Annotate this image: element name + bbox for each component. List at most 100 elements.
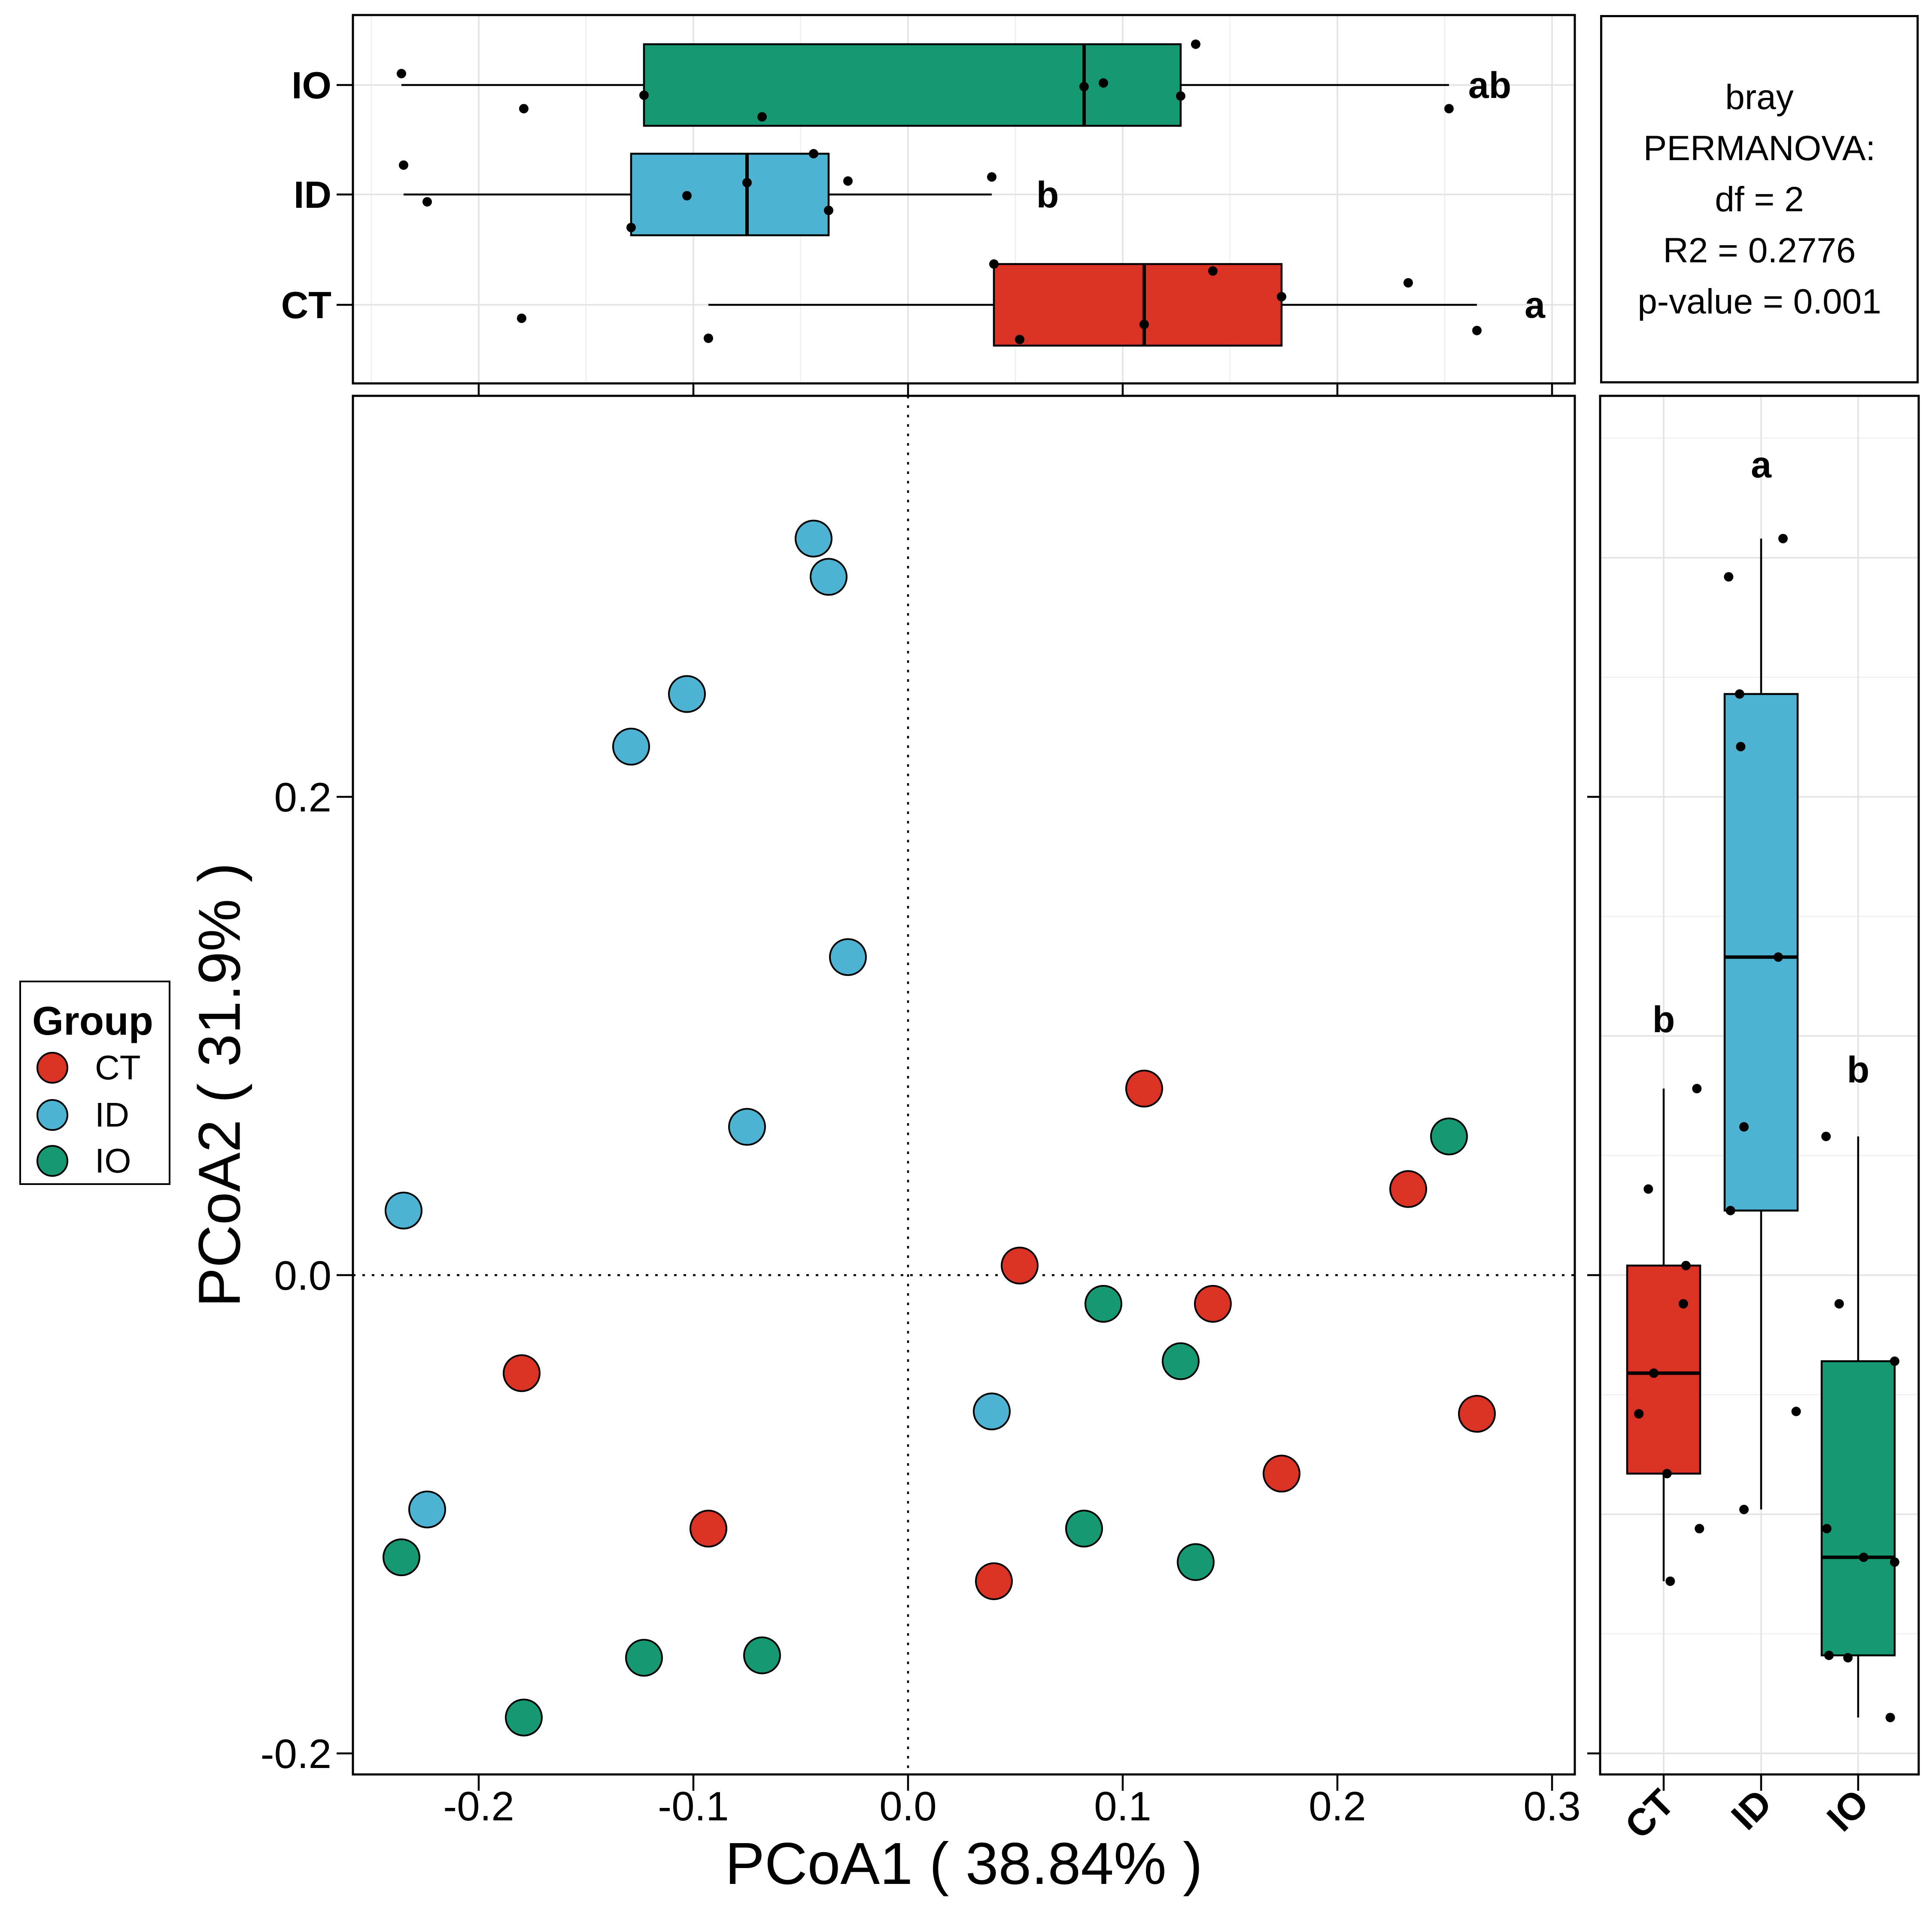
legend-label-id: ID xyxy=(95,1096,129,1134)
boxplot-box-IO xyxy=(1820,1360,1896,1656)
x-tick-label: 0.3 xyxy=(1523,1783,1580,1829)
y-tick-label: 0.2 xyxy=(274,775,331,820)
significance-letter-CT: a xyxy=(1525,285,1546,326)
scatter-point-IO xyxy=(625,1639,663,1677)
significance-letter-IO: ab xyxy=(1468,65,1511,106)
scatter-point-IO xyxy=(1084,1285,1122,1323)
x-tick-label: -0.1 xyxy=(658,1783,729,1829)
scatter-point-IO xyxy=(1065,1510,1103,1548)
scatter-point-ID xyxy=(810,558,848,596)
boxplot-box-CT xyxy=(1626,1264,1701,1475)
scatter-point-ID xyxy=(829,938,867,976)
jitter-point-CT xyxy=(1649,1368,1659,1378)
jitter-point-IO xyxy=(1824,1650,1834,1660)
legend-marker-id xyxy=(36,1099,68,1131)
legend-marker-ct xyxy=(36,1052,68,1084)
jitter-point-IO xyxy=(1859,1552,1868,1562)
main-panel-border xyxy=(352,395,1576,1776)
significance-letter-IO: b xyxy=(1847,1049,1870,1091)
scatter-point-IO xyxy=(1177,1543,1215,1581)
boxplot-box-IO xyxy=(643,43,1182,127)
scatter-point-IO xyxy=(1162,1342,1200,1380)
jitter-point-ID xyxy=(1739,1122,1749,1132)
scatter-point-CT xyxy=(1125,1069,1163,1108)
jitter-point-CT xyxy=(1665,1576,1675,1586)
right-panel-border xyxy=(1599,395,1920,1776)
jitter-point-IO xyxy=(1843,1653,1853,1663)
jitter-point-ID xyxy=(1773,952,1783,962)
scatter-point-CT xyxy=(1263,1455,1300,1493)
jitter-point-ID xyxy=(1735,689,1744,699)
scatter-point-IO xyxy=(505,1698,543,1737)
jitter-point-ID xyxy=(824,206,833,216)
stats-line: bray xyxy=(1725,77,1794,117)
significance-letter-CT: b xyxy=(1653,999,1675,1040)
scatter-point-ID xyxy=(668,675,706,713)
right-marginal-boxplot-panel: b a b xyxy=(1600,396,1919,1774)
scatter-point-ID xyxy=(973,1392,1011,1431)
jitter-point-CT xyxy=(1472,325,1482,335)
jitter-point-IO xyxy=(1890,1557,1899,1567)
jitter-point-ID xyxy=(809,149,818,158)
jitter-point-CT xyxy=(1681,1261,1691,1270)
jitter-point-IO xyxy=(1191,39,1200,49)
scatter-point-CT xyxy=(503,1354,541,1392)
scatter-point-CT xyxy=(1194,1285,1232,1323)
jitter-point-IO xyxy=(1099,78,1108,88)
stats-line: PERMANOVA: xyxy=(1643,128,1876,168)
jitter-point-CT xyxy=(1208,266,1218,276)
group-legend: Group CT ID IO xyxy=(19,981,170,1185)
jitter-point-CT xyxy=(1695,1524,1704,1534)
scatter-point-IO xyxy=(383,1538,420,1577)
scatter-point-CT xyxy=(975,1562,1013,1600)
jitter-point-CT xyxy=(1634,1409,1644,1419)
jitter-point-IO xyxy=(1444,104,1454,114)
jitter-point-ID xyxy=(682,191,692,200)
row-label-IO: IO xyxy=(292,64,331,106)
legend-marker-io xyxy=(36,1145,68,1177)
jitter-point-CT xyxy=(1403,278,1413,288)
row-label-ID: ID xyxy=(294,173,331,216)
jitter-point-CT xyxy=(1277,292,1286,301)
jitter-point-IO xyxy=(1834,1299,1844,1309)
stats-line: df = 2 xyxy=(1715,179,1804,219)
scatter-point-CT xyxy=(1389,1170,1427,1208)
jitter-point-IO xyxy=(1890,1356,1899,1366)
x-axis-title: PCoA1 ( 38.84% ) xyxy=(725,1831,1203,1897)
jitter-point-IO xyxy=(757,112,767,122)
scatter-point-IO xyxy=(1430,1117,1468,1155)
top-marginal-boxplot-panel: ab b a xyxy=(353,15,1575,383)
boxplot-box-CT xyxy=(993,263,1283,347)
scatter-point-ID xyxy=(728,1108,766,1146)
permanova-stats-box: bray PERMANOVA: df = 2 R2 = 0.2776 p-val… xyxy=(1600,15,1919,383)
legend-title: Group xyxy=(32,998,153,1043)
jitter-point-IO xyxy=(639,90,649,100)
jitter-point-IO xyxy=(1822,1524,1832,1534)
boxplot-box-ID xyxy=(1723,693,1799,1212)
row-label-CT: CT xyxy=(281,284,331,326)
jitter-point-CT xyxy=(1139,319,1149,329)
jitter-point-CT xyxy=(1643,1184,1653,1194)
x-tick-label: 0.2 xyxy=(1309,1783,1366,1829)
scatter-point-CT xyxy=(690,1510,727,1548)
legend-label-ct: CT xyxy=(95,1048,141,1087)
y-axis-title: PCoA2 ( 31.9% ) xyxy=(186,863,253,1307)
jitter-point-ID xyxy=(742,178,752,188)
jitter-point-IO xyxy=(1176,91,1185,101)
jitter-point-ID xyxy=(1724,572,1734,582)
col-label-CT: CT xyxy=(1616,1781,1682,1847)
scatter-point-IO xyxy=(743,1636,781,1674)
significance-letter-ID: b xyxy=(1036,174,1059,216)
scatter-point-CT xyxy=(1458,1395,1496,1433)
jitter-point-ID xyxy=(1725,1206,1735,1215)
jitter-point-ID xyxy=(1778,534,1788,544)
jitter-point-IO xyxy=(1821,1131,1831,1141)
scatter-point-ID xyxy=(795,519,832,558)
jitter-point-ID xyxy=(422,197,432,207)
jitter-point-ID xyxy=(987,172,996,182)
scatter-point-ID xyxy=(408,1490,446,1528)
jitter-point-IO xyxy=(519,104,529,114)
jitter-point-ID xyxy=(626,222,636,232)
